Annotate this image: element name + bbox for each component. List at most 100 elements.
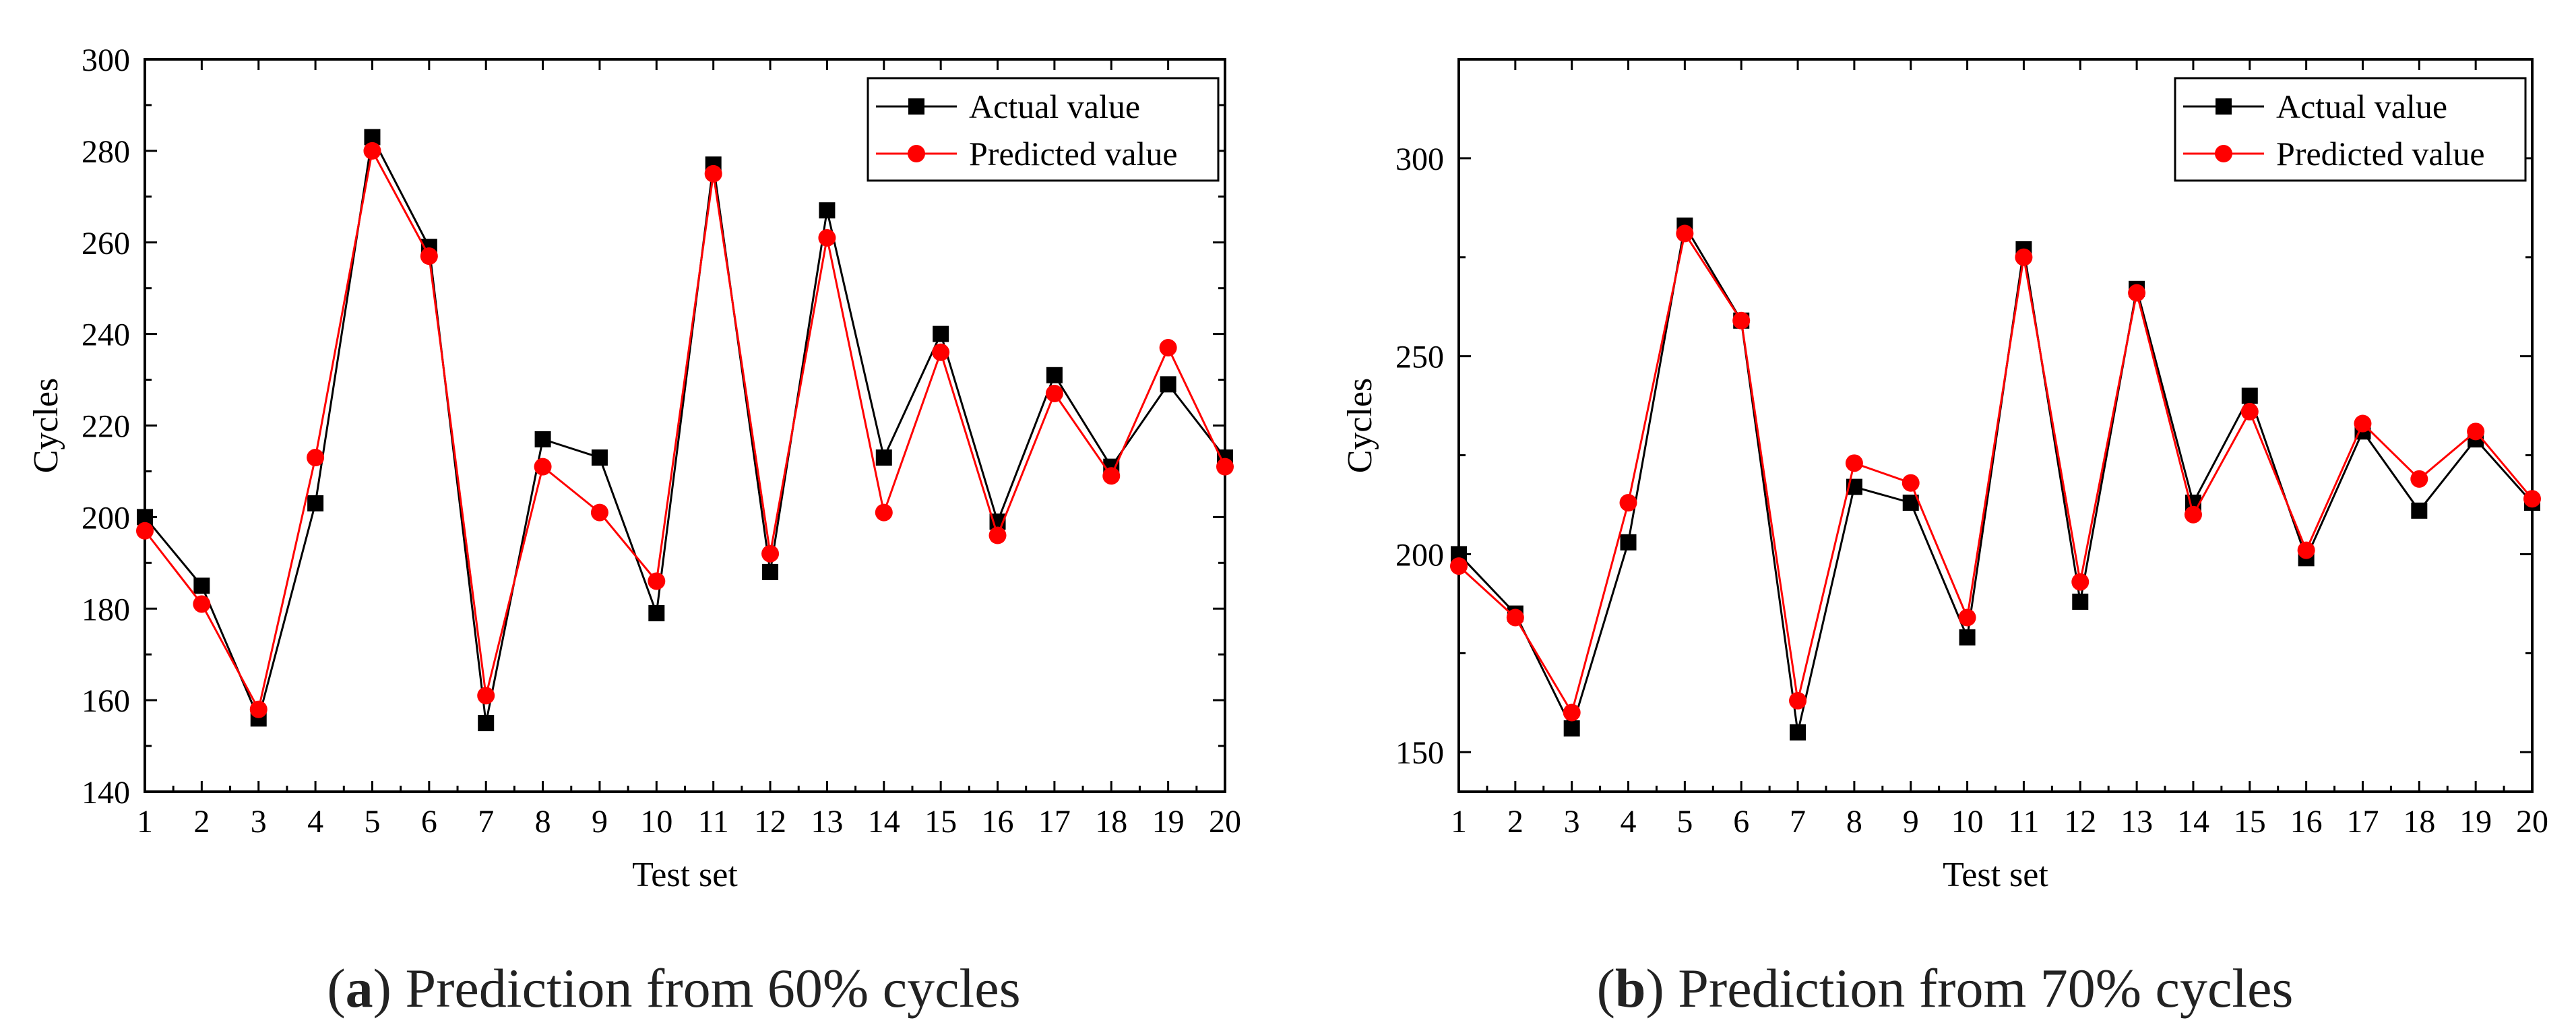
predicted-point — [2015, 248, 2033, 266]
x-tick-label: 4 — [1621, 804, 1637, 840]
y-tick-label: 200 — [1395, 537, 1444, 573]
actual-point — [1620, 534, 1637, 551]
x-tick-label: 17 — [2346, 804, 2379, 840]
actual-point — [1563, 720, 1580, 736]
x-tick-label: 13 — [2121, 804, 2153, 840]
legend: Actual value Predicted value — [867, 77, 1220, 182]
x-tick-label: 20 — [2516, 804, 2548, 840]
predicted-point — [1506, 608, 1524, 627]
x-tick-label: 10 — [1951, 804, 1984, 840]
x-tick-label: 7 — [478, 804, 494, 840]
actual-point — [819, 202, 836, 219]
x-tick-label: 8 — [1846, 804, 1862, 840]
x-tick-label: 16 — [2290, 804, 2323, 840]
predicted-point — [1902, 474, 1920, 492]
x-tick-label: 19 — [2459, 804, 2492, 840]
x-tick-label: 12 — [2064, 804, 2096, 840]
x-tick-label: 14 — [2177, 804, 2209, 840]
x-tick-label: 14 — [868, 804, 900, 840]
predicted-point — [590, 503, 608, 522]
x-tick-label: 12 — [754, 804, 786, 840]
predicted-point — [818, 228, 836, 247]
predicted-point — [2297, 541, 2315, 559]
legend-marker-square — [908, 98, 924, 115]
actual-point — [875, 449, 892, 466]
x-tick-label: 8 — [535, 804, 551, 840]
x-tick-label: 2 — [1507, 804, 1523, 840]
predicted-point — [761, 544, 780, 563]
predicted-point — [2410, 470, 2428, 488]
predicted-point — [193, 595, 211, 613]
actual-point — [307, 495, 324, 511]
predicted-point — [363, 142, 381, 160]
x-tick-label: 11 — [2008, 804, 2039, 840]
predicted-point — [1563, 703, 1581, 722]
x-tick-label: 3 — [1564, 804, 1580, 840]
predicted-point — [136, 522, 154, 540]
predicted-point — [2128, 284, 2146, 302]
predicted-point — [2467, 422, 2485, 441]
predicted-point — [2354, 414, 2372, 433]
legend-label: Predicted value — [969, 135, 1178, 172]
legend-label: Predicted value — [2276, 135, 2485, 172]
legend-label: Actual value — [2276, 88, 2447, 125]
predicted-point — [1789, 691, 1807, 710]
legend-marker-circle — [2215, 145, 2232, 162]
y-tick-label: 200 — [82, 500, 130, 536]
actual-point — [2411, 502, 2428, 519]
y-tick-label: 250 — [1395, 340, 1444, 375]
legend-box — [867, 77, 1220, 182]
actual-point — [193, 577, 210, 594]
x-tick-label: 11 — [698, 804, 729, 840]
series-line-actual — [1457, 222, 2534, 733]
actual-point — [762, 563, 779, 580]
predicted-point — [2071, 573, 2090, 591]
predicted-point — [1102, 467, 1121, 485]
y-axis-label: Cycles — [27, 378, 65, 474]
predicted-point — [249, 700, 268, 718]
x-tick-label: 2 — [193, 804, 210, 840]
x-tick-label: 9 — [1903, 804, 1919, 840]
caption-a-label: a — [345, 958, 373, 1019]
actual-point — [2241, 387, 2258, 404]
x-tick-label: 6 — [1733, 804, 1749, 840]
predicted-point — [1619, 494, 1637, 512]
caption-b-text: Prediction from 70% cycles — [1678, 958, 2294, 1019]
caption-b: (b) Prediction from 70% cycles — [1596, 958, 2294, 1019]
x-tick-label: 5 — [1676, 804, 1693, 840]
y-tick-label: 150 — [1395, 735, 1444, 771]
predicted-point — [988, 526, 1007, 544]
actual-point — [1790, 724, 1807, 741]
predicted-point — [1159, 339, 1177, 357]
predicted-point — [534, 458, 552, 476]
x-tick-label: 10 — [640, 804, 672, 840]
y-tick-label: 180 — [82, 592, 130, 627]
x-tick-label: 20 — [1209, 804, 1241, 840]
x-tick-label: 9 — [592, 804, 608, 840]
x-tick-label: 7 — [1790, 804, 1806, 840]
caption-a-text: Prediction from 60% cycles — [405, 958, 1021, 1019]
x-tick-label: 13 — [811, 804, 843, 840]
series-line-predicted — [144, 148, 1226, 712]
legend-label: Actual value — [969, 88, 1140, 125]
series-line-predicted — [1457, 230, 2534, 716]
legend-box — [2174, 77, 2527, 182]
predicted-point — [932, 343, 950, 361]
legend-marker-square — [2216, 98, 2232, 115]
predicted-point — [875, 503, 893, 522]
predicted-point — [1450, 557, 1468, 575]
series-line-actual — [144, 133, 1226, 724]
x-axis-label: Test set — [1943, 856, 2048, 894]
actual-point — [591, 449, 608, 466]
actual-point — [478, 715, 495, 732]
x-tick-label: 15 — [2234, 804, 2266, 840]
x-tick-label: 16 — [982, 804, 1014, 840]
x-axis-label: Test set — [632, 856, 738, 894]
chart-1: 1 2 3 4 5 6 7 8 9 10 11 12 13 14 15 16 17 18 19 20150200250… — [1341, 58, 2548, 894]
y-tick-label: 220 — [82, 409, 130, 445]
y-tick-label: 300 — [1395, 142, 1444, 177]
actual-point — [1160, 376, 1176, 393]
x-tick-label: 6 — [421, 804, 437, 840]
y-tick-label: 280 — [82, 134, 130, 170]
